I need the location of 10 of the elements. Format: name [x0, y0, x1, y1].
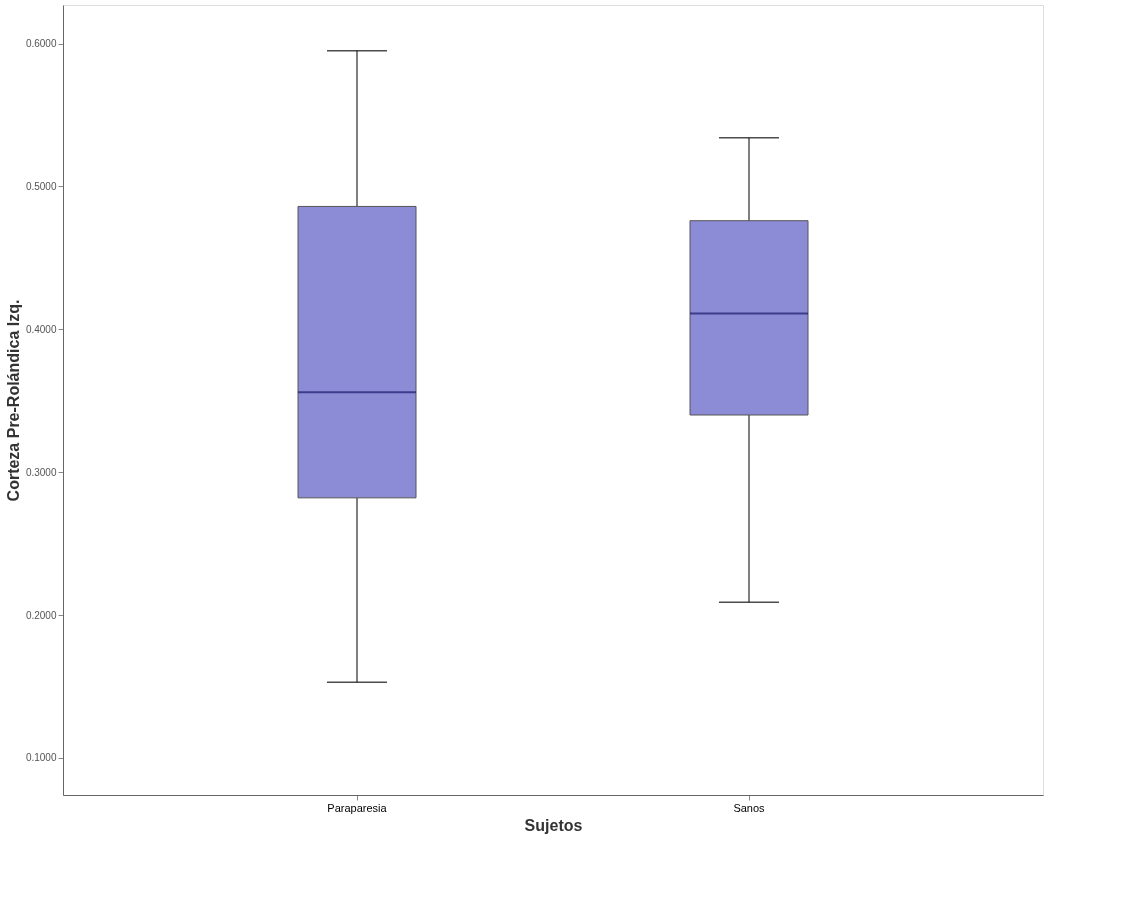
- y-tick-label: 0.2000: [25, 609, 57, 621]
- y-tick-label: 0.3000: [25, 466, 57, 478]
- y-tick-label: 0.5000: [25, 180, 57, 192]
- y-tick-label: 0.1000: [25, 752, 57, 764]
- y-axis-title: Corteza Pre-Rolándica Izq.: [4, 299, 22, 502]
- x-axis-title: Sujetos: [524, 816, 583, 834]
- y-tick-label: 0.6000: [25, 38, 57, 50]
- x-tick-label: Paraparesia: [327, 801, 388, 814]
- x-tick-label: Sanos: [733, 801, 766, 814]
- y-tick-label: 0.4000: [25, 323, 57, 335]
